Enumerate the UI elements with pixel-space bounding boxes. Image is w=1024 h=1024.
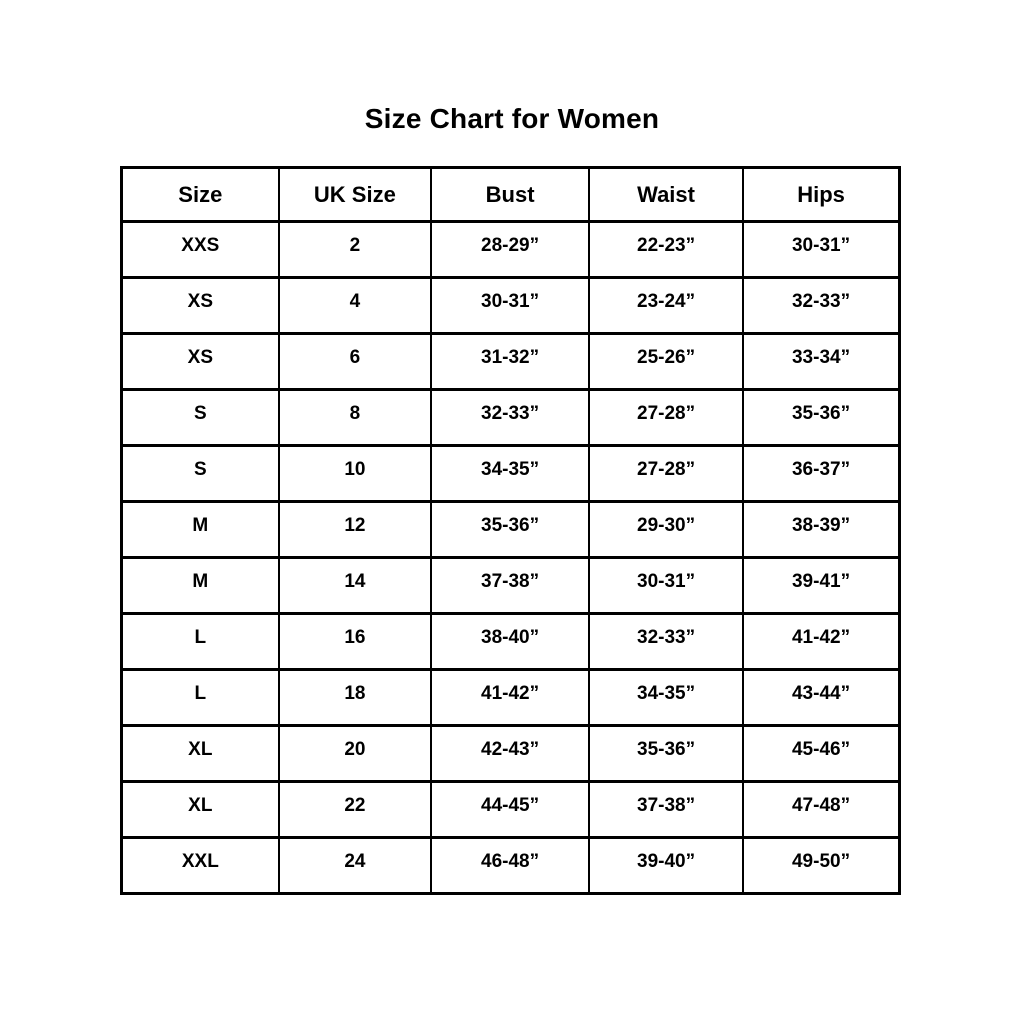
table-row: M 14 37-38” 30-31” 39-41” xyxy=(120,556,901,615)
table-cell: 42-43” xyxy=(430,724,591,783)
table-cell: 43-44” xyxy=(742,668,901,727)
table-row: S 10 34-35” 27-28” 36-37” xyxy=(120,444,901,503)
table-row: S 8 32-33” 27-28” 35-36” xyxy=(120,388,901,447)
table-cell: S xyxy=(120,444,280,503)
table-cell: 44-45” xyxy=(430,780,591,839)
table-cell: 4 xyxy=(277,276,433,335)
table-cell: M xyxy=(120,556,280,615)
table-cell: 32-33” xyxy=(430,388,591,447)
table-cell: M xyxy=(120,500,280,559)
table-row: XL 20 42-43” 35-36” 45-46” xyxy=(120,724,901,783)
column-header-size: Size xyxy=(120,166,280,223)
table-cell: 35-36” xyxy=(588,724,745,783)
table-cell: XS xyxy=(120,332,280,391)
table-cell: XXS xyxy=(120,220,280,279)
table-cell: XXL xyxy=(120,836,280,895)
table-cell: 23-24” xyxy=(588,276,745,335)
table-cell: 39-41” xyxy=(742,556,901,615)
table-cell: 22 xyxy=(277,780,433,839)
table-cell: 28-29” xyxy=(430,220,591,279)
table-cell: 32-33” xyxy=(588,612,745,671)
table-cell: 30-31” xyxy=(588,556,745,615)
table-row: XS 6 31-32” 25-26” 33-34” xyxy=(120,332,901,391)
header-row: Size UK Size Bust Waist Hips xyxy=(120,166,901,223)
page-title: Size Chart for Women xyxy=(364,103,660,134)
table-cell: XL xyxy=(120,780,280,839)
table-cell: 46-48” xyxy=(430,836,591,895)
table-row: XXL 24 46-48” 39-40” 49-50” xyxy=(120,836,901,895)
table-cell: 12 xyxy=(277,500,433,559)
table-cell: 30-31” xyxy=(742,220,901,279)
table-row: L 18 41-42” 34-35” 43-44” xyxy=(120,668,901,727)
table-cell: 45-46” xyxy=(742,724,901,783)
table-cell: S xyxy=(120,388,280,447)
table-cell: XL xyxy=(120,724,280,783)
size-chart-table: Size UK Size Bust Waist Hips XXS 2 28-29” 22-23… xyxy=(120,166,901,895)
column-header-hips: Hips xyxy=(742,166,901,223)
table-cell: 18 xyxy=(277,668,433,727)
column-header-bust: Bust xyxy=(430,166,591,223)
table-cell: L xyxy=(120,668,280,727)
table-cell: 35-36” xyxy=(430,500,591,559)
column-header-waist: Waist xyxy=(588,166,745,223)
table-cell: 27-28” xyxy=(588,444,745,503)
table-row: XL 22 44-45” 37-38” 47-48” xyxy=(120,780,901,839)
table-cell: 38-39” xyxy=(742,500,901,559)
table-cell: 27-28” xyxy=(588,388,745,447)
table-cell: 8 xyxy=(277,388,433,447)
table-cell: 24 xyxy=(277,836,433,895)
table-cell: 39-40” xyxy=(588,836,745,895)
column-header-uk-size: UK Size xyxy=(277,166,433,223)
table-cell: 49-50” xyxy=(742,836,901,895)
table-cell: L xyxy=(120,612,280,671)
table-cell: 16 xyxy=(277,612,433,671)
table-cell: XS xyxy=(120,276,280,335)
table-row: L 16 38-40” 32-33” 41-42” xyxy=(120,612,901,671)
table-cell: 33-34” xyxy=(742,332,901,391)
table-body: XXS 2 28-29” 22-23” 30-31” XS 4 30-31” 23-24” 32-… xyxy=(120,220,901,895)
table-cell: 22-23” xyxy=(588,220,745,279)
table-cell: 41-42” xyxy=(430,668,591,727)
table-cell: 37-38” xyxy=(588,780,745,839)
table-cell: 29-30” xyxy=(588,500,745,559)
table-cell: 32-33” xyxy=(742,276,901,335)
table-cell: 47-48” xyxy=(742,780,901,839)
table-cell: 38-40” xyxy=(430,612,591,671)
table-cell: 34-35” xyxy=(588,668,745,727)
table-cell: 34-35” xyxy=(430,444,591,503)
table-cell: 10 xyxy=(277,444,433,503)
table-cell: 41-42” xyxy=(742,612,901,671)
table-cell: 6 xyxy=(277,332,433,391)
table-cell: 31-32” xyxy=(430,332,591,391)
table-cell: 2 xyxy=(277,220,433,279)
table-row: XS 4 30-31” 23-24” 32-33” xyxy=(120,276,901,335)
table-cell: 20 xyxy=(277,724,433,783)
table-cell: 36-37” xyxy=(742,444,901,503)
table-cell: 30-31” xyxy=(430,276,591,335)
table-row: XXS 2 28-29” 22-23” 30-31” xyxy=(120,220,901,279)
table-cell: 35-36” xyxy=(742,388,901,447)
table-cell: 14 xyxy=(277,556,433,615)
table-cell: 37-38” xyxy=(430,556,591,615)
table-cell: 25-26” xyxy=(588,332,745,391)
table-row: M 12 35-36” 29-30” 38-39” xyxy=(120,500,901,559)
